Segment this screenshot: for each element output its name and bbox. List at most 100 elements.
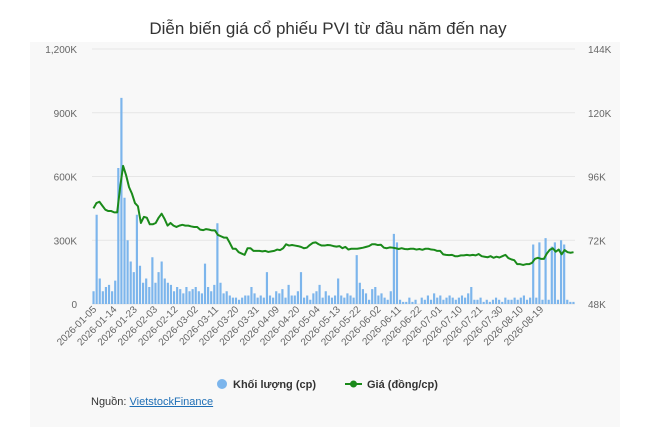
volume-bar	[306, 295, 309, 304]
volume-bar	[327, 295, 330, 304]
volume-bar	[216, 223, 219, 304]
volume-bar	[467, 293, 470, 304]
volume-bar	[429, 299, 433, 304]
volume-bar	[275, 291, 278, 304]
source-label: Nguồn:	[91, 396, 127, 408]
volume-bar	[92, 291, 95, 304]
volume-bar	[513, 297, 516, 304]
volume-bar	[98, 278, 101, 304]
volume-bar	[95, 214, 98, 304]
volume-bar	[194, 287, 197, 304]
volume-bar	[185, 287, 188, 304]
volume-bar	[219, 282, 222, 304]
volume-bar	[160, 261, 163, 304]
volume-bar	[114, 280, 117, 304]
volume-bar	[343, 297, 346, 304]
volume-bar	[383, 297, 386, 304]
volume-bar	[200, 293, 203, 304]
volume-bar	[494, 297, 498, 304]
volume-bar	[231, 297, 234, 304]
volume-bar	[464, 297, 467, 304]
volume-bar	[361, 289, 364, 304]
volume-bar	[148, 287, 151, 304]
volume-bar	[368, 299, 371, 304]
right-tick-label: 144K	[588, 45, 612, 56]
volume-bar	[154, 282, 157, 304]
volume-bar	[460, 295, 464, 304]
volume-bar	[553, 242, 556, 304]
volume-bar	[510, 299, 513, 304]
volume-bar	[423, 299, 426, 304]
volume-bar	[448, 295, 451, 304]
volume-bar	[268, 295, 272, 304]
volume-bar	[563, 244, 566, 304]
volume-bar	[566, 299, 569, 304]
volume-bar	[207, 287, 210, 304]
volume-bar	[371, 289, 374, 304]
volume-bar	[442, 299, 445, 304]
volume-bar	[473, 299, 476, 304]
volume-bar	[179, 289, 182, 304]
volume-bar	[470, 287, 473, 304]
volume-bar	[166, 282, 169, 304]
volume-bar	[529, 297, 532, 304]
volume-bar	[191, 289, 194, 304]
volume-bar	[519, 297, 522, 304]
volume-bar	[572, 301, 575, 304]
volume-bar	[315, 291, 318, 304]
volume-bar	[225, 291, 228, 304]
volume-bar	[101, 291, 104, 304]
volume-bar	[278, 293, 281, 304]
right-axis-ticks: 48K 72K 96K 120K 144K	[588, 45, 612, 311]
volume-bar	[262, 297, 265, 304]
volume-bar	[234, 297, 238, 304]
volume-bar	[346, 293, 349, 304]
volume-bar	[454, 299, 457, 304]
legend-item-price[interactable]: Giá (đồng/cp)	[345, 379, 438, 391]
volume-bar	[197, 291, 200, 304]
volume-bar	[457, 297, 460, 304]
volume-bar	[123, 197, 126, 304]
source-note: Nguồn: VietstockFinance	[91, 396, 213, 408]
legend-item-volume[interactable]: Khối lượng (cp)	[217, 379, 316, 391]
right-tick-label: 72K	[588, 236, 606, 247]
volume-bar	[259, 295, 262, 304]
volume-bar	[237, 299, 241, 304]
volume-bar	[547, 299, 550, 304]
volume-bar	[287, 284, 290, 304]
volume-bar	[352, 297, 355, 304]
volume-bar	[402, 301, 405, 304]
volume-bar	[426, 295, 430, 304]
volume-bar	[213, 284, 216, 304]
volume-bar	[247, 295, 250, 304]
volume-bar	[414, 299, 417, 304]
gridlines	[92, 48, 575, 305]
volume-bar	[445, 297, 448, 304]
volume-bar	[321, 297, 324, 304]
volume-bar	[253, 293, 256, 304]
volume-bar	[330, 297, 334, 304]
volume-bar	[479, 297, 482, 304]
volume-bar	[482, 301, 485, 304]
left-tick-label: 300K	[54, 236, 78, 247]
volume-bar	[550, 246, 553, 304]
volume-bar	[374, 287, 377, 304]
volume-bar	[256, 297, 259, 304]
chart-title: Diễn biến giá cổ phiếu PVI từ đầu năm đế…	[149, 19, 507, 38]
volume-bar	[436, 297, 439, 304]
source-link[interactable]: VietstockFinance	[129, 396, 214, 408]
volume-bar	[541, 299, 544, 304]
volume-bar	[309, 299, 312, 304]
volume-bar	[516, 299, 519, 304]
volume-bar	[111, 291, 114, 304]
volume-bar	[525, 299, 529, 304]
volume-bar	[498, 299, 501, 304]
legend: Khối lượng (cp) Giá (đồng/cp)	[217, 379, 438, 391]
volume-bar	[303, 297, 306, 304]
volume-bar	[451, 297, 454, 304]
volume-bar	[522, 295, 525, 304]
volume-bar	[169, 284, 173, 304]
volume-bar	[138, 265, 142, 304]
volume-bar	[556, 299, 560, 304]
